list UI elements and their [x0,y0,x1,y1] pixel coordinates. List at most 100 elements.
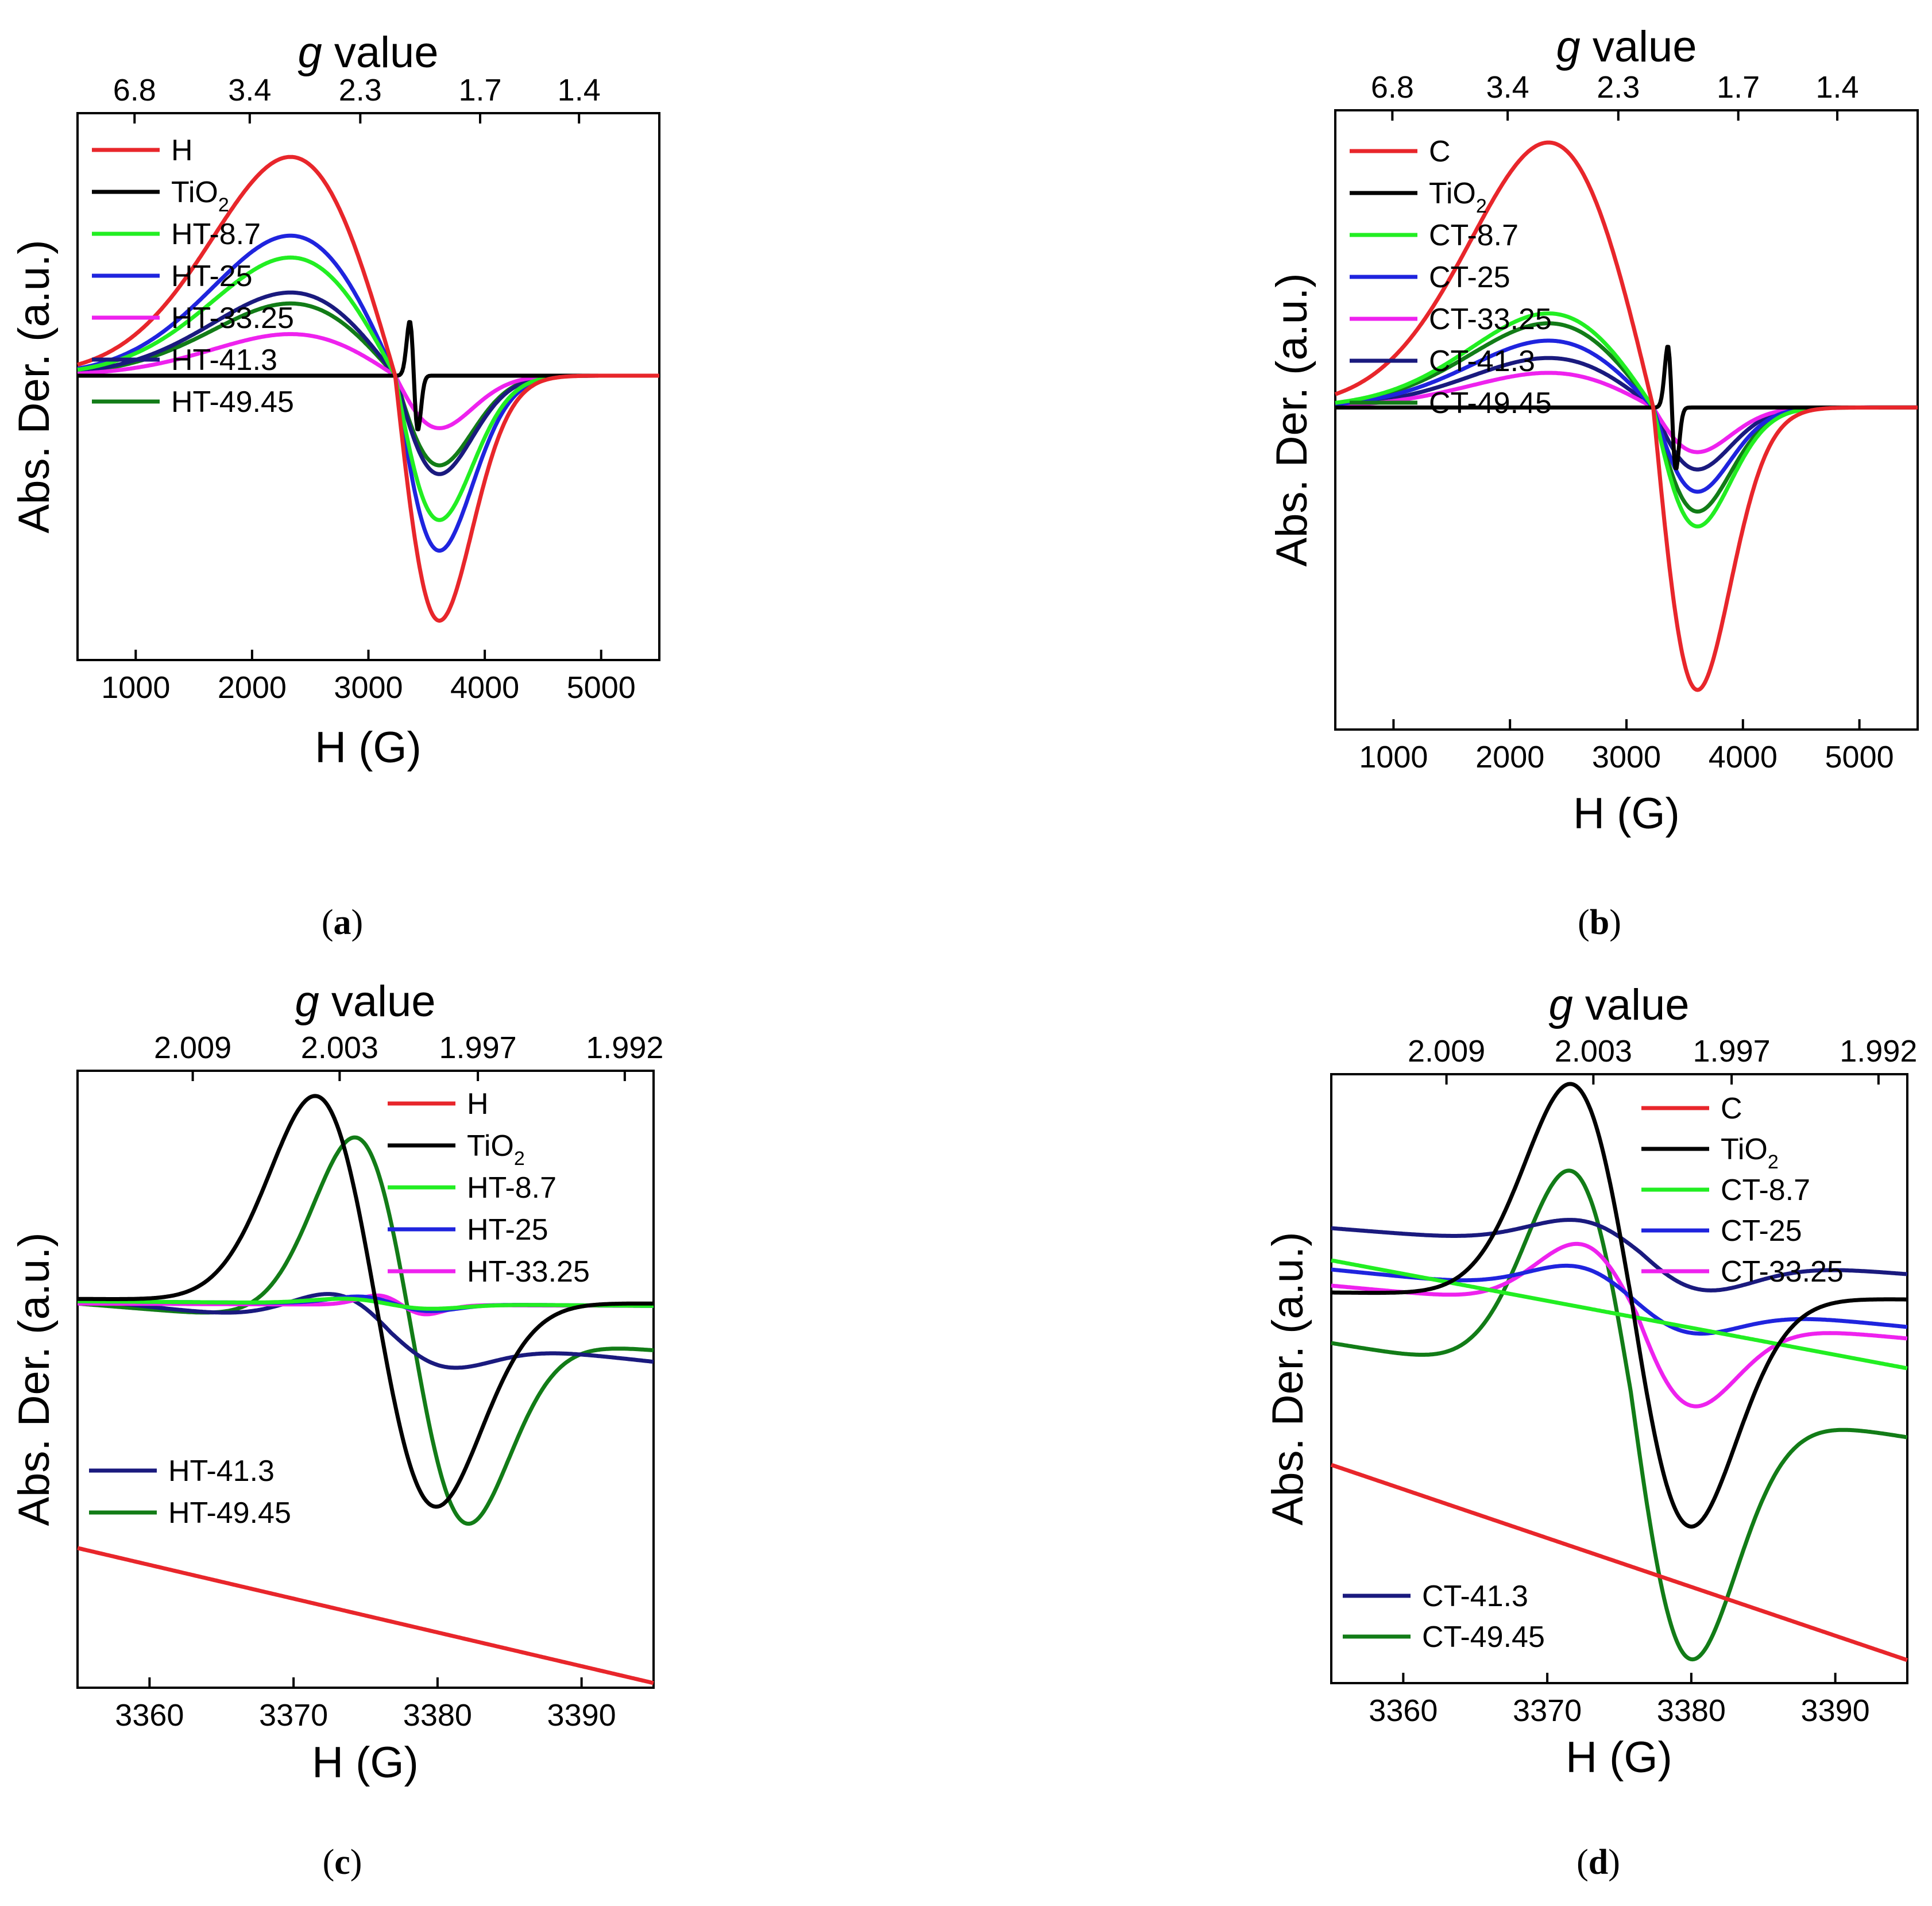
x-tick-label: 5000 [567,670,636,705]
chart-a: 1000 2000 3000 4000 5000 6.8 3.4 2.3 1.7 1.4 H TiO… [10,28,660,772]
series-line-h [76,1546,655,1685]
top-tick-label: 2.003 [1555,1034,1632,1068]
legend-item: HT-8.7 [388,1171,557,1205]
legend-label: HT-25 [171,260,253,293]
legend-item: CT-41.3 [1350,345,1535,378]
x-tick-label: 2000 [218,670,287,705]
top-tick-label: 1.4 [1816,70,1859,105]
top-axis-title-rest: value [1573,981,1690,1029]
x-tick-label: 1000 [1359,740,1428,774]
top-axis-title-g: g [295,977,319,1026]
legend-item: CT-8.7 [1350,219,1518,252]
legend-item: HT-25 [388,1213,548,1247]
top-tick-label: 6.8 [113,73,156,107]
top-tick-label: 2.009 [154,1031,231,1065]
legend-label: HT-33.25 [467,1255,590,1288]
x-tick-label: 3370 [259,1698,328,1733]
series-line-c [1330,1463,1908,1662]
legend-label: TiO2 [467,1129,525,1170]
series-line-h [76,155,660,623]
legend-label: TiO2 [1429,177,1487,217]
legend-label: CT-49.45 [1429,387,1552,420]
panel-label-d: (d) [1576,1843,1620,1882]
x-tick-label: 3360 [115,1698,184,1733]
x-tick-label: 3380 [1657,1693,1726,1728]
top-axis-title-g: g [1556,22,1580,71]
series-line-tio2 [76,1094,655,1509]
legend-label: CT-25 [1429,261,1510,294]
panel-label-open: ( [323,1843,335,1882]
legend-label: CT-33.25 [1721,1255,1844,1288]
series-line-tio2 [1330,1082,1908,1529]
legend-label: CT-8.7 [1721,1174,1810,1207]
legend-item: HT-33.25 [92,302,294,335]
top-tick-label: 2.003 [301,1031,378,1065]
series-line-c [1334,140,1919,692]
y-axis-title: Abs. Der. (a.u.) [1263,1232,1312,1525]
top-tick-label: 1.4 [558,73,601,107]
series-line-ht-49-45 [76,1135,655,1526]
x-tick-label: 3000 [1592,740,1661,774]
panel-label-a: (a) [322,903,363,942]
legend-label: TiO2 [1721,1133,1779,1173]
series-line-ct-33-25 [1330,1241,1908,1409]
legend-item: TiO2 [92,176,229,216]
panel-label-open: ( [322,903,334,942]
series-line-ct-49-45 [1334,321,1919,514]
panel-label-c: (c) [323,1843,362,1882]
chart-b: 1000 2000 3000 4000 5000 6.8 3.4 2.3 1.7 1.4 C TiO… [1268,22,1919,838]
legend-item: CT-25 [1350,261,1510,294]
panel-label-letter: d [1589,1843,1608,1882]
x-tick-label: 4000 [1709,740,1778,774]
panel-label-letter: b [1590,903,1609,942]
x-tick-label: 4000 [450,670,519,705]
legend-item: HT-49.45 [92,385,294,419]
legend-item: CT-49.45 [1350,387,1552,420]
top-tick-label: 2.3 [339,73,382,107]
panel-label-close: ) [1609,903,1621,942]
plot-frame [1330,1073,1908,1684]
legend-item: HT-49.45 [89,1496,291,1530]
legend-item: CT-41.3 [1343,1580,1528,1613]
legend-item: CT-49.45 [1343,1621,1545,1654]
legend-label: H [467,1087,489,1121]
legend-label: HT-41.3 [168,1454,275,1488]
x-tick-label: 3360 [1369,1693,1438,1728]
top-tick-label: 2.009 [1408,1034,1485,1068]
legend-item: HT-25 [92,260,253,293]
top-tick-label: 1.992 [586,1031,663,1065]
legend-label: CT-41.3 [1422,1580,1528,1613]
legend-label: HT-41.3 [171,344,277,377]
legend-item: H [388,1087,489,1121]
top-tick-label: 1.997 [1693,1034,1771,1068]
top-axis-title: g value [1548,981,1689,1029]
top-axis-title-rest: value [322,28,439,77]
legend-item: HT-33.25 [388,1255,590,1288]
top-axis-title: g value [295,977,435,1026]
top-axis-title-rest: value [1581,22,1697,71]
top-tick-label: 1.7 [458,73,501,107]
x-axis-title: H (G) [312,1738,419,1787]
legend-label: C [1429,135,1451,168]
panel-label-close: ) [1608,1843,1620,1882]
x-axis-title: H (G) [315,723,422,772]
top-axis-title: g value [297,28,438,77]
legend-label: CT-49.45 [1422,1621,1545,1654]
top-axis-title-rest: value [319,977,436,1026]
top-tick-label: 3.4 [1486,70,1529,105]
x-tick-label: 1000 [101,670,170,705]
plot-frame [76,1070,655,1689]
series-line-ct-8-7 [1330,1258,1908,1371]
top-tick-label: 6.8 [1371,70,1414,105]
plot-frame [76,112,660,661]
legend-item: H [92,134,193,167]
plot-frame [1334,109,1919,731]
panel-label-open: ( [1578,903,1590,942]
chart-c: 3360 3370 3380 3390 2.009 2.003 1.997 1.992 H Ti… [10,977,663,1787]
top-axis-title-g: g [1548,981,1572,1029]
top-tick-label: 1.7 [1717,70,1760,105]
legend-item: CT-25 [1641,1214,1802,1248]
legend-label: CT-33.25 [1429,303,1552,336]
legend-label: C [1721,1092,1742,1125]
